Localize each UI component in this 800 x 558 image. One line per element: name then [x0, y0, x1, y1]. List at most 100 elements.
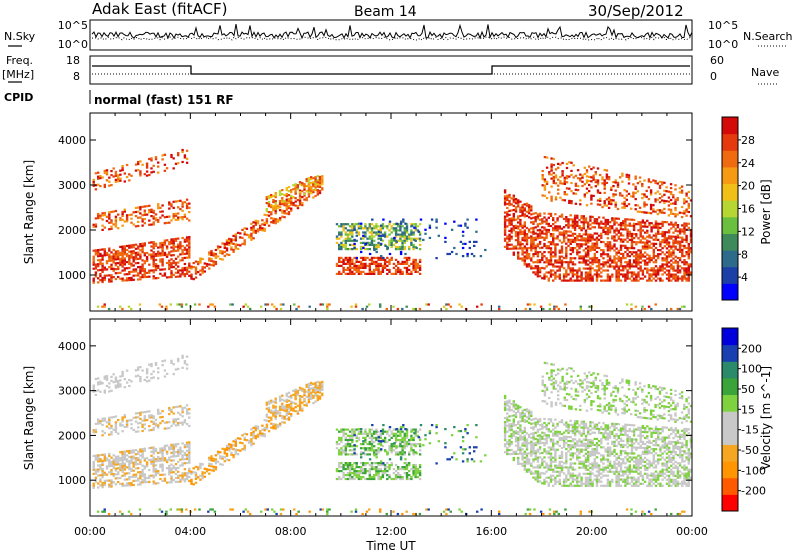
- scatter-cell: [336, 236, 338, 238]
- scatter-cell: [517, 256, 519, 258]
- scatter-cell: [104, 378, 106, 380]
- scatter-cell: [188, 472, 190, 474]
- scatter-cell: [117, 262, 119, 264]
- scatter-cell: [585, 239, 587, 241]
- scatter-cell: [366, 238, 368, 240]
- scatter-cell: [688, 275, 690, 277]
- scatter-cell: [655, 271, 657, 273]
- scatter-cell: [643, 193, 645, 195]
- colorbar-swatch: [722, 134, 738, 151]
- scatter-cell: [221, 458, 223, 460]
- scatter-cell: [577, 189, 579, 191]
- scatter-cell: [317, 387, 319, 389]
- scatter-cell: [237, 232, 239, 234]
- scatter-cell: [241, 229, 243, 231]
- scatter-cell: [670, 274, 672, 276]
- scatter-cell: [521, 247, 523, 249]
- scatter-cell: [175, 451, 177, 453]
- scatter-cell: [537, 259, 539, 261]
- scatter-cell: [349, 257, 351, 259]
- scatter-cell: [150, 257, 152, 259]
- scatter-cell: [195, 472, 197, 474]
- scatter-cell: [683, 212, 685, 214]
- scatter-cell: [321, 181, 323, 183]
- scatter-cell: [620, 232, 622, 234]
- scatter-cell: [646, 242, 648, 244]
- scatter-cell: [364, 263, 366, 265]
- scatter-cell: [683, 229, 685, 231]
- scatter-cell: [261, 429, 263, 431]
- scatter-cell: [530, 217, 532, 219]
- scatter-cell: [199, 467, 201, 469]
- scatter-cell: [587, 280, 589, 282]
- scatter-cell: [570, 280, 572, 282]
- scatter-cell: [248, 442, 250, 444]
- scatter-cell: [130, 222, 132, 224]
- scatter-cell: [275, 410, 277, 412]
- scatter-cell: [175, 272, 177, 274]
- scatter-cell: [148, 174, 150, 176]
- scatter-cell: [113, 167, 115, 169]
- scatter-cell: [188, 242, 190, 244]
- scatter-cell: [399, 229, 401, 231]
- scatter-cell: [626, 278, 628, 280]
- scatter-cell: [139, 412, 141, 414]
- scatter-cell: [386, 227, 388, 229]
- scatter-cell: [528, 216, 530, 218]
- scatter-cell: [141, 251, 143, 253]
- scatter-cell: [666, 221, 668, 223]
- scatter-cell: [133, 223, 135, 225]
- scatter-cell: [605, 269, 607, 271]
- scatter-cell: [550, 255, 552, 257]
- scatter-cell: [173, 444, 175, 446]
- scatter-cell: [685, 195, 687, 197]
- scatter-cell: [157, 452, 159, 454]
- scatter-cell: [674, 184, 676, 186]
- scatter-cell: [369, 225, 371, 227]
- scatter-cell: [108, 390, 110, 392]
- scatter-cell: [159, 244, 161, 246]
- scatter-cell: [155, 267, 157, 269]
- scatter-cell: [404, 246, 406, 248]
- scatter-cell: [153, 165, 155, 167]
- scatter-cell: [675, 242, 677, 244]
- scatter-cell: [526, 243, 528, 245]
- scatter-cell: [235, 239, 237, 241]
- scatter-cell: [244, 241, 246, 243]
- scatter-cell: [266, 404, 268, 406]
- scatter-cell: [108, 463, 110, 465]
- scatter-cell: [685, 253, 687, 255]
- scatter-cell: [659, 269, 661, 271]
- scatter-cell: [670, 211, 672, 213]
- scatter-cell: [537, 213, 539, 215]
- scatter-cell: [404, 267, 406, 269]
- scatter-cell: [632, 192, 634, 194]
- scatter-cell: [364, 223, 366, 225]
- scatter-cell: [181, 456, 183, 458]
- scatter-cell: [659, 211, 661, 213]
- scatter-cell: [632, 194, 634, 196]
- scatter-cell: [613, 237, 615, 239]
- scatter-cell: [530, 243, 532, 245]
- scatter-cell: [237, 449, 239, 451]
- scatter-cell: [386, 257, 388, 259]
- scatter-cell: [297, 186, 299, 188]
- scatter-cell: [665, 200, 667, 202]
- scatter-cell: [683, 222, 685, 224]
- scatter-cell: [257, 426, 259, 428]
- scatter-cell: [601, 206, 603, 208]
- scatter-cell: [631, 237, 633, 239]
- scatter-cell: [336, 470, 338, 472]
- scatter-cell: [153, 263, 155, 265]
- scatter-cell: [388, 229, 390, 231]
- scatter-cell: [294, 395, 296, 397]
- scatter-cell: [115, 377, 117, 379]
- scatter-cell: [148, 205, 150, 207]
- scatter-cell: [605, 223, 607, 225]
- scatter-cell: [655, 235, 657, 237]
- scatter-cell: [576, 276, 578, 278]
- scatter-cell: [146, 165, 148, 167]
- scatter-cell: [319, 384, 321, 386]
- scatter-cell: [121, 280, 123, 282]
- scatter-cell: [506, 219, 508, 221]
